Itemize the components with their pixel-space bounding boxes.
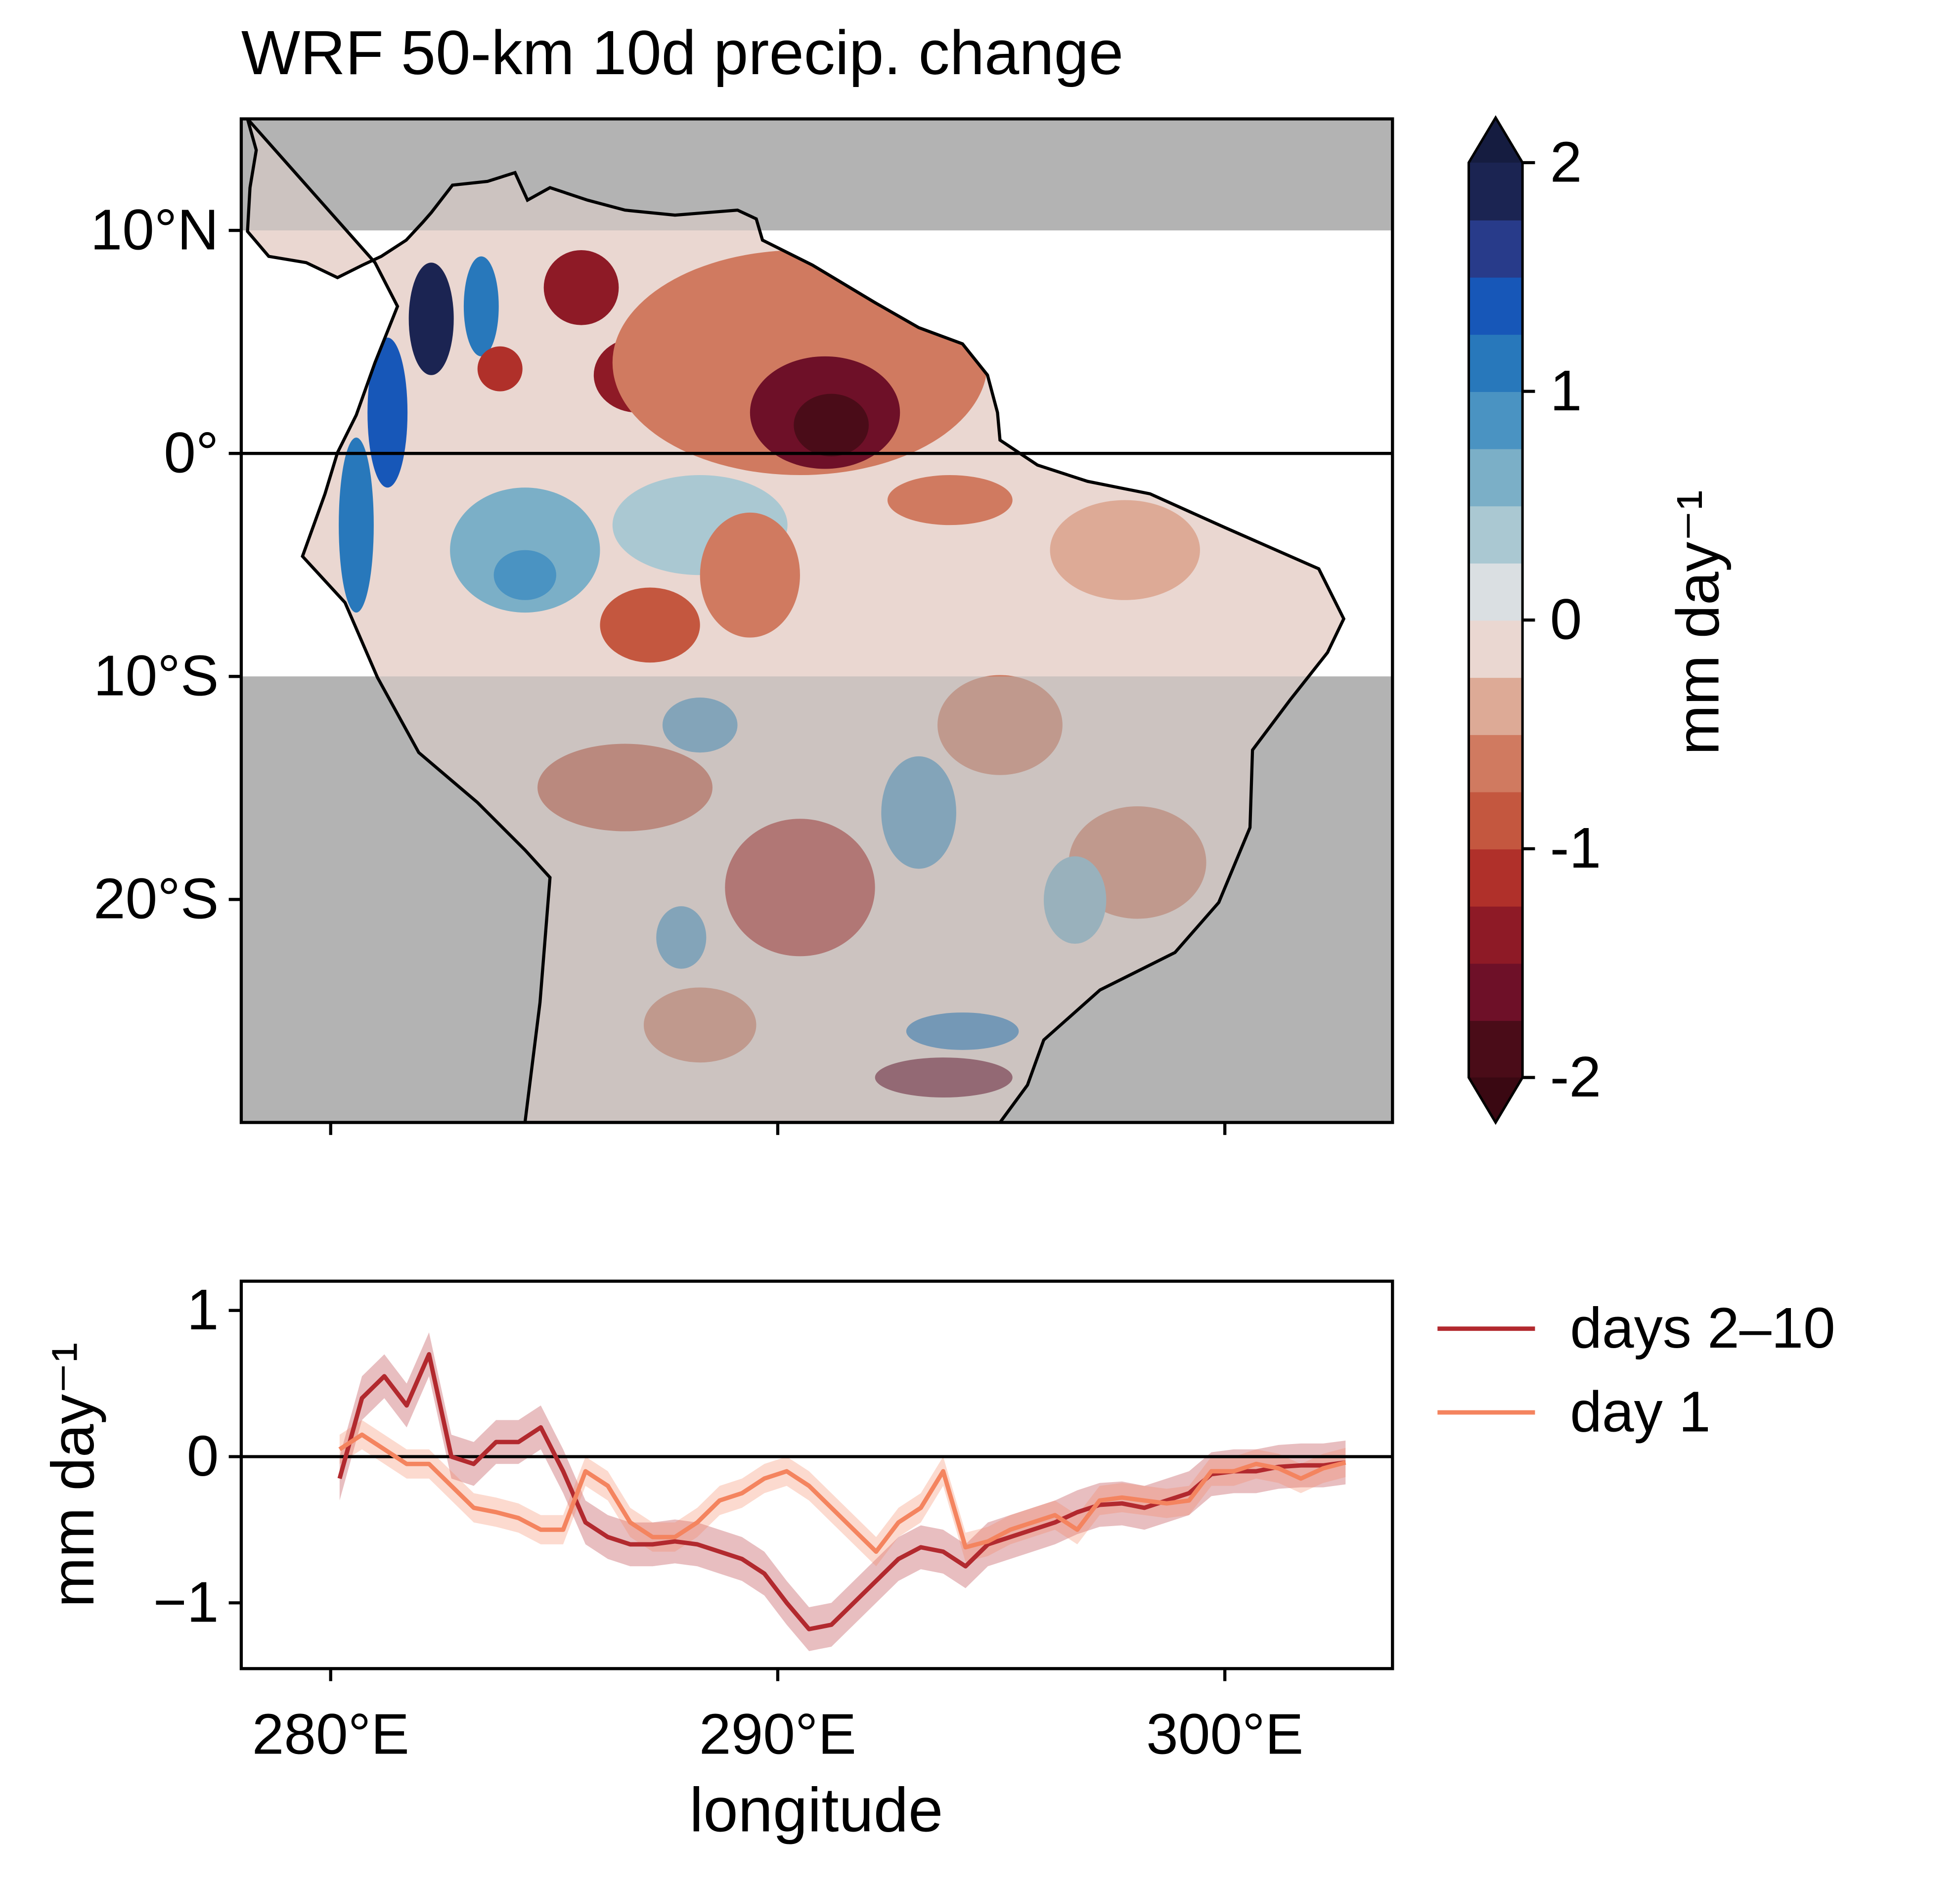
field-patch (543, 250, 619, 325)
colorbar-tick-label: 0 (1550, 587, 1582, 652)
colorbar-extend-high (1469, 117, 1523, 163)
colorbar-segment (1469, 791, 1523, 850)
colorbar-segment (1469, 734, 1523, 792)
y-tick-label: −1 (153, 1570, 219, 1634)
colorbar-segment (1469, 906, 1523, 964)
field-patch (493, 550, 556, 600)
colorbar-tick-label: 2 (1550, 130, 1582, 194)
field-patch (339, 438, 374, 613)
legend-label: day 1 (1570, 1379, 1710, 1444)
y-tick-label: 0° (164, 420, 219, 484)
y-tick-label: 1 (187, 1277, 219, 1342)
x-tick-label: 300°E (1146, 1702, 1303, 1766)
map-frame (239, 117, 1394, 1124)
series-line (337, 1352, 1346, 1631)
error-band (339, 1332, 1346, 1651)
x-axis-label: longitude (689, 1775, 943, 1844)
field-patch (794, 394, 869, 457)
y-tick-label: 0 (187, 1424, 219, 1488)
colorbar-segment (1469, 677, 1523, 735)
shaded-region (241, 676, 1393, 1123)
field-patch (700, 512, 800, 638)
field-patch (477, 346, 523, 392)
colorbar-tick-label: -1 (1550, 816, 1601, 880)
colorbar-segment (1469, 620, 1523, 678)
field-patch (887, 475, 1013, 526)
field-patch (600, 587, 700, 663)
plot-frame (239, 1279, 1394, 1670)
y-tick-label: 20°S (93, 867, 219, 931)
field-patch (450, 487, 600, 613)
map-axes: 10°N 0° 10°S 20°S (90, 117, 1394, 1135)
colorbar-segment (1469, 162, 1523, 220)
colorbar-tick-label: 1 (1550, 358, 1582, 423)
field-patch (367, 337, 408, 488)
colorbar-segment (1469, 963, 1523, 1021)
colorbar-extend-low (1469, 1077, 1523, 1123)
colorbar-segment (1469, 848, 1523, 907)
colorbar: -2 -1 0 1 2 (1467, 115, 1601, 1125)
x-tick-label: 280°E (252, 1702, 409, 1766)
y-tick-label: 10°S (93, 644, 219, 708)
field-patch (408, 263, 454, 375)
shaded-region (241, 119, 1393, 231)
colorbar-label: mm day⁻¹ (1664, 490, 1731, 755)
colorbar-segment (1469, 334, 1523, 392)
legend-label: days 2–10 (1570, 1296, 1835, 1360)
chart-title: WRF 50-km 10d precip. change (241, 18, 1123, 88)
colorbar-tick-label: -2 (1550, 1045, 1601, 1109)
colorbar-segment (1469, 391, 1523, 449)
colorbar-segment (1469, 277, 1523, 335)
colorbar-segment (1469, 563, 1523, 621)
y-tick-label: 10°N (90, 197, 219, 262)
series-line (338, 1432, 1346, 1554)
x-tick-label: 290°E (699, 1702, 856, 1766)
error-band (339, 1420, 1346, 1567)
colorbar-segment (1469, 448, 1523, 507)
colorbar-segment (1469, 219, 1523, 278)
field-patch (1050, 500, 1200, 600)
plot-area (241, 1332, 1393, 1651)
field-patch (463, 256, 499, 356)
colorbar-segment (1469, 1020, 1523, 1078)
y-axis-label: mm day⁻¹ (39, 1343, 106, 1608)
colorbar-segment (1469, 505, 1523, 564)
line-axes: 1 0 −1 280°E 290°E 300°E days 2–10 day 1 (153, 1277, 1835, 1766)
coastline (246, 119, 1346, 1123)
